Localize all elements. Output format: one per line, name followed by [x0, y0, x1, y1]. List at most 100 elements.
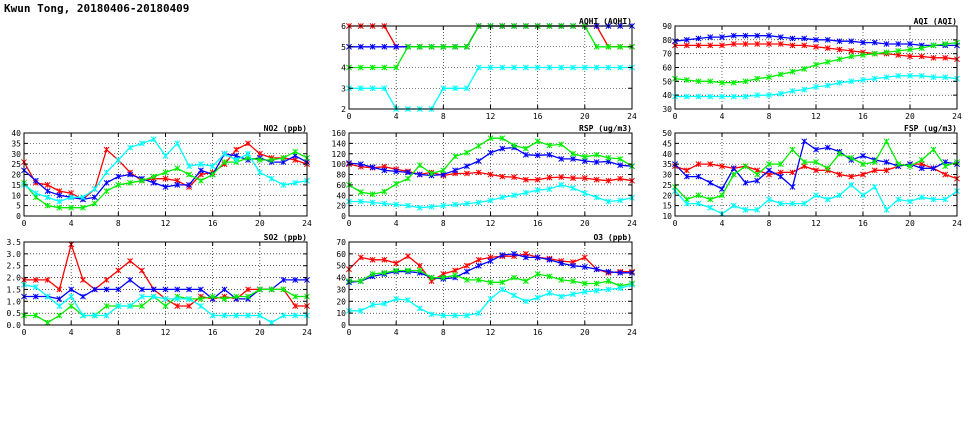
- y-tick-label: 0: [341, 212, 346, 221]
- x-tick-label: 0: [673, 219, 678, 228]
- data-point: [546, 174, 553, 181]
- data-point: [617, 43, 624, 50]
- data-point: [707, 179, 714, 186]
- data-point: [754, 206, 761, 213]
- data-point: [381, 256, 388, 263]
- data-point: [581, 153, 588, 160]
- y-tick-label: 100: [332, 160, 347, 169]
- y-tick-label: 70: [662, 50, 672, 59]
- y-tick-label: 35: [11, 139, 21, 148]
- x-tick-label: 8: [767, 219, 772, 228]
- data-point: [369, 271, 376, 277]
- data-point: [463, 276, 470, 283]
- data-point: [103, 286, 110, 293]
- data-point: [730, 41, 737, 47]
- data-point: [280, 276, 287, 283]
- y-tick-label: 4: [341, 64, 346, 73]
- y-tick-label: 25: [662, 181, 672, 190]
- data-point: [813, 43, 819, 50]
- data-point: [138, 286, 145, 293]
- data-point: [558, 155, 565, 162]
- data-point: [942, 163, 949, 170]
- y-tick-label: 15: [11, 181, 21, 190]
- data-point: [475, 143, 482, 149]
- data-point: [754, 75, 761, 82]
- data-point: [511, 142, 518, 149]
- data-point: [80, 194, 86, 201]
- data-point: [605, 177, 612, 184]
- data-point: [186, 295, 193, 302]
- data-point: [381, 200, 388, 207]
- data-point: [245, 293, 251, 300]
- data-point: [534, 187, 541, 194]
- x-tick-label: 4: [394, 328, 399, 337]
- data-point: [393, 168, 400, 175]
- data-point: [499, 64, 506, 71]
- data-point: [162, 183, 169, 190]
- data-point: [127, 276, 134, 283]
- data-point: [558, 260, 565, 267]
- data-point: [452, 312, 459, 319]
- data-point: [707, 204, 714, 211]
- data-point: [452, 85, 459, 92]
- data-point: [393, 267, 400, 274]
- data-point: [428, 170, 435, 177]
- data-point: [766, 167, 772, 174]
- data-point: [209, 171, 216, 178]
- data-point: [918, 165, 925, 172]
- data-point: [730, 93, 737, 100]
- y-tick-label: 10: [662, 212, 672, 221]
- y-tick-label: 35: [662, 160, 672, 169]
- data-point: [197, 167, 204, 174]
- x-tick-label: 8: [116, 328, 121, 337]
- data-point: [115, 286, 122, 293]
- data-point: [487, 149, 494, 156]
- data-point: [813, 83, 819, 90]
- data-point: [115, 157, 122, 163]
- data-point: [44, 194, 51, 201]
- data-point: [558, 293, 565, 300]
- data-point: [558, 276, 565, 283]
- data-point: [511, 274, 518, 281]
- data-point: [558, 181, 565, 188]
- data-point: [162, 286, 169, 293]
- data-point: [463, 268, 470, 275]
- x-tick-label: 12: [811, 112, 821, 121]
- data-point: [918, 194, 925, 201]
- data-point: [789, 35, 796, 42]
- data-point: [440, 274, 447, 281]
- data-point: [593, 43, 600, 50]
- data-point: [789, 88, 796, 94]
- y-tick-label: 40: [336, 191, 346, 200]
- data-point: [499, 173, 506, 180]
- data-point: [707, 196, 714, 203]
- x-tick-label: 4: [720, 219, 725, 228]
- data-point: [440, 312, 447, 319]
- data-point: [719, 42, 725, 49]
- x-tick-label: 0: [347, 219, 352, 228]
- data-point: [292, 312, 299, 319]
- data-point: [475, 262, 482, 269]
- data-point: [930, 54, 937, 61]
- data-point: [836, 79, 843, 86]
- data-point: [742, 163, 749, 170]
- y-tick-label: 3.5: [7, 238, 22, 247]
- y-tick-label: 90: [662, 22, 672, 31]
- y-tick-label: 10: [336, 309, 346, 318]
- data-point: [907, 46, 913, 53]
- data-point: [245, 286, 251, 293]
- data-point: [452, 201, 459, 208]
- y-tick-label: 6: [341, 22, 346, 31]
- data-point: [162, 169, 169, 176]
- x-tick-label: 12: [161, 328, 171, 337]
- data-point: [789, 42, 796, 49]
- x-tick-label: 12: [161, 219, 171, 228]
- data-point: [546, 151, 553, 158]
- data-point: [801, 35, 808, 42]
- data-point: [127, 303, 134, 309]
- data-point: [440, 167, 447, 174]
- data-point: [942, 41, 949, 47]
- data-point: [127, 171, 134, 178]
- x-tick-label: 24: [952, 112, 962, 121]
